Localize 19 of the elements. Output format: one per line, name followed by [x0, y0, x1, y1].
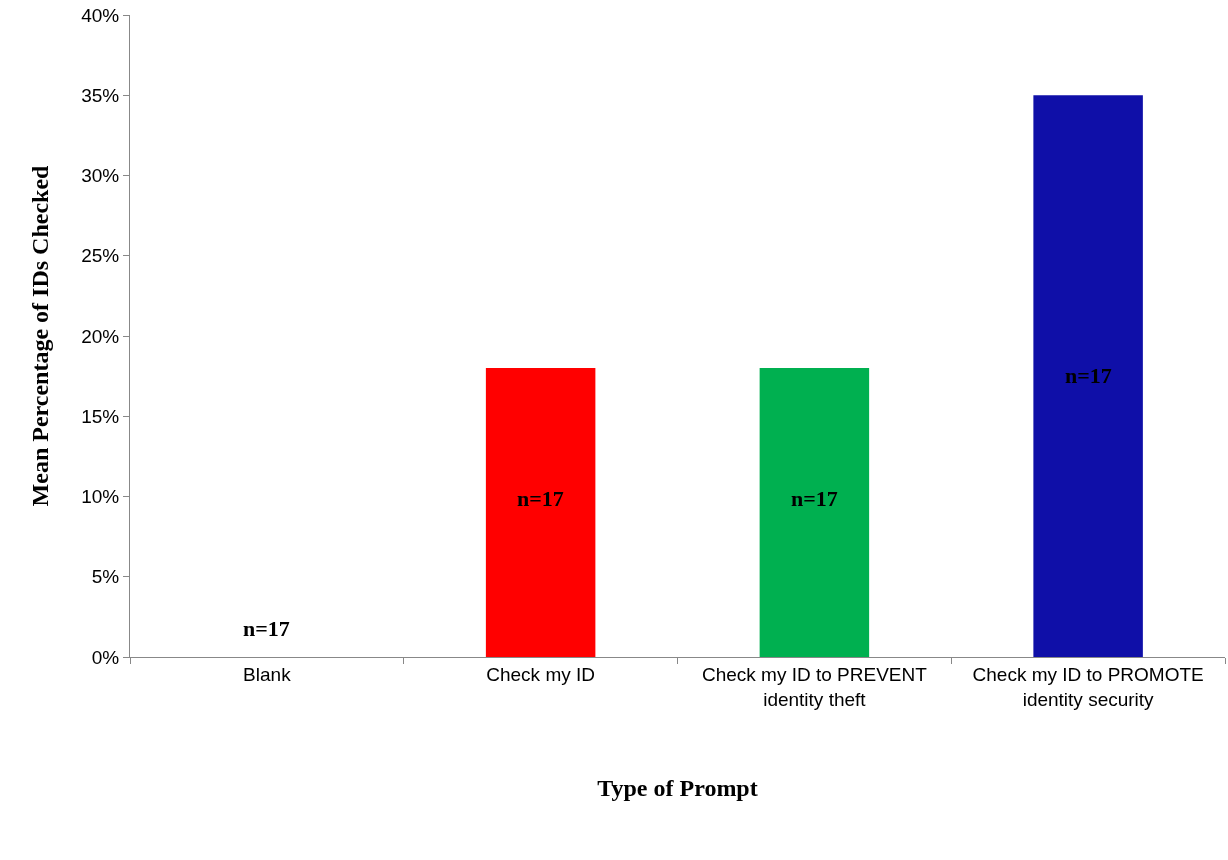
annotation: n=17 — [791, 486, 838, 511]
y-tick-label: 30% — [81, 165, 120, 187]
x-tick-label: Check my ID — [486, 663, 596, 685]
annotation: n=17 — [243, 616, 290, 641]
annotation: n=17 — [1065, 363, 1112, 388]
y-tick-label: 0% — [91, 646, 120, 668]
y-axis-title: Mean Percentage of IDs Checked — [27, 164, 54, 507]
x-axis-title: Type of Prompt — [597, 774, 758, 801]
annotation: n=17 — [517, 486, 564, 511]
y-tick-label: 40% — [81, 4, 120, 26]
y-tick-label: 20% — [81, 325, 120, 347]
x-tick-label: Blank — [243, 663, 292, 685]
x-tick-label: Check my ID to PREVENT identity theft — [701, 663, 928, 710]
y-tick-label: 25% — [81, 245, 120, 267]
y-tick-label: 5% — [91, 566, 120, 588]
x-tick-label: Check my ID to PROMOTE identity security — [972, 663, 1204, 710]
y-tick-label: 10% — [81, 486, 120, 508]
y-tick-label: 35% — [81, 84, 120, 106]
y-tick-label: 15% — [81, 405, 120, 427]
